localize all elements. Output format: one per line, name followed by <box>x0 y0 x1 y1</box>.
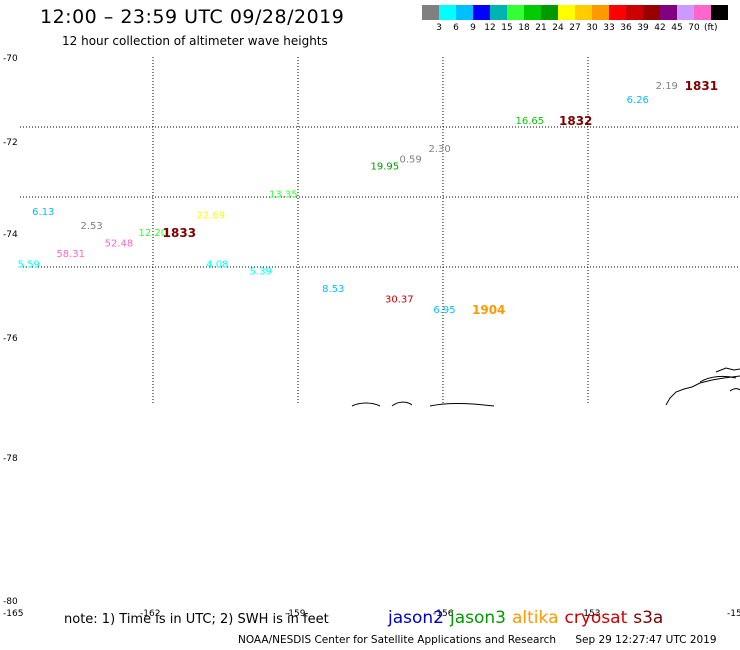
satellite-legend-item: s3a <box>633 608 664 628</box>
scale-swatch <box>541 5 558 20</box>
coastline-segment <box>391 401 413 407</box>
y-tick-label: -78 <box>3 454 18 464</box>
wave-height-label: 8.53 <box>322 284 344 295</box>
scale-swatch <box>677 5 694 20</box>
wave-height-label: 19.95 <box>371 162 400 173</box>
scale-swatch <box>524 5 541 20</box>
scale-swatch <box>422 5 439 20</box>
scale-swatch <box>660 5 677 20</box>
wave-height-label: 6.26 <box>627 95 649 106</box>
satellite-legend-item: cryosat <box>564 608 628 628</box>
scale-swatch <box>711 5 728 20</box>
wave-height-label: 2.30 <box>429 144 451 155</box>
scale-label: 33 <box>603 23 615 33</box>
pass-time-label: 1833 <box>163 226 196 240</box>
satellite-legend-item: altika <box>512 608 559 628</box>
x-tick-label: -165 <box>3 609 23 619</box>
scale-swatch <box>575 5 592 20</box>
scale-swatch <box>558 5 575 20</box>
x-tick-label: -150 <box>727 609 740 619</box>
wave-height-label: 2.53 <box>81 221 103 232</box>
scale-label: 3 <box>436 23 442 33</box>
scale-label: 15 <box>501 23 513 33</box>
x-tick-label: -159 <box>285 609 306 619</box>
wave-height-label: 58.31 <box>56 249 85 260</box>
scale-swatch <box>507 5 524 20</box>
footer: NOAA/NESDIS Center for Satellite Applica… <box>238 634 717 646</box>
wave-height-label: 6.95 <box>433 305 455 316</box>
x-tick-label: -156 <box>433 609 454 619</box>
footer-credit: NOAA/NESDIS Center for Satellite Applica… <box>238 634 556 646</box>
scale-swatch <box>643 5 660 20</box>
scale-swatch <box>439 5 456 20</box>
note-text: note: 1) Time is in UTC; 2) SWH is in fe… <box>64 612 329 627</box>
wave-height-label: 6.13 <box>32 207 54 218</box>
pass-time-label: 1904 <box>472 303 505 317</box>
satellite-legend: jason2 jason3 altika cryosat s3a <box>388 608 669 628</box>
pass-time-labels: 1831 1832 1833 1904 <box>163 79 718 317</box>
footer-timestamp: Sep 29 12:27:47 UTC 2019 <box>575 634 717 646</box>
wave-height-label: 13.35 <box>269 190 298 201</box>
scale-label: 24 <box>552 23 564 33</box>
wave-height-label: 2.19 <box>656 81 678 92</box>
wave-height-label: 16.65 <box>516 116 545 127</box>
y-tick-label: -70 <box>3 54 18 64</box>
wave-height-label: 22.69 <box>197 211 226 222</box>
scale-swatch <box>490 5 507 20</box>
scale-label: 9 <box>470 23 476 33</box>
y-tick-label: -76 <box>3 334 18 344</box>
pass-time-label: 1832 <box>559 114 592 128</box>
y-tick-label: -80 <box>3 597 18 607</box>
scale-label: 39 <box>637 23 649 33</box>
wave-height-label: 4.08 <box>206 260 228 271</box>
pass-time-label: 1831 <box>685 79 718 93</box>
chart-title: 12:00 – 23:59 UTC 09/28/2019 <box>40 6 345 28</box>
coastline-segment <box>665 375 740 406</box>
y-tick-label: -72 <box>3 138 18 148</box>
satellite-legend-item: jason2 <box>388 608 444 628</box>
scale-swatch <box>456 5 473 20</box>
scale-swatch <box>609 5 626 20</box>
scale-label: 6 <box>453 23 459 33</box>
scale-label: 27 <box>569 23 581 33</box>
wave-height-label: 52.48 <box>105 239 134 250</box>
scale-label: 21 <box>535 23 547 33</box>
scale-label: 45 <box>671 23 683 33</box>
y-tick-labels: -70 -72 -74 -76 -78 -80 <box>3 54 18 607</box>
scale-swatch <box>473 5 490 20</box>
scale-swatch <box>626 5 643 20</box>
coastline-segment <box>729 388 740 392</box>
scale-label: 70 <box>688 23 700 33</box>
coastline <box>351 367 740 407</box>
x-tick-label: -153 <box>580 609 600 619</box>
satellite-legend-item: jason3 <box>450 608 506 628</box>
scale-swatch <box>694 5 711 20</box>
scale-label: 36 <box>620 23 632 33</box>
scale-swatch <box>592 5 609 20</box>
coastline-segment <box>715 367 740 373</box>
scale-label: 42 <box>654 23 666 33</box>
wave-height-label: 0.59 <box>400 155 422 166</box>
x-tick-label: -162 <box>140 609 160 619</box>
wave-height-label: 12.20 <box>139 228 168 239</box>
coastline-segment <box>429 402 495 407</box>
chart-subtitle: 12 hour collection of altimeter wave hei… <box>62 34 328 48</box>
scale-unit: (ft) <box>704 23 718 33</box>
gridlines <box>20 57 740 405</box>
scale-label: 12 <box>484 23 496 33</box>
scale-label: 30 <box>586 23 598 33</box>
wave-height-label: 5.59 <box>18 260 40 271</box>
scale-label: 18 <box>518 23 530 33</box>
coastline-segment <box>699 375 737 383</box>
coastline-segment <box>351 402 381 407</box>
wave-height-label: 5.39 <box>250 267 272 278</box>
y-tick-label: -74 <box>3 230 18 240</box>
x-tick-labels: -165 -162 -159 -156 -153 -150 <box>3 609 740 619</box>
wave-height-label: 30.37 <box>385 295 414 306</box>
